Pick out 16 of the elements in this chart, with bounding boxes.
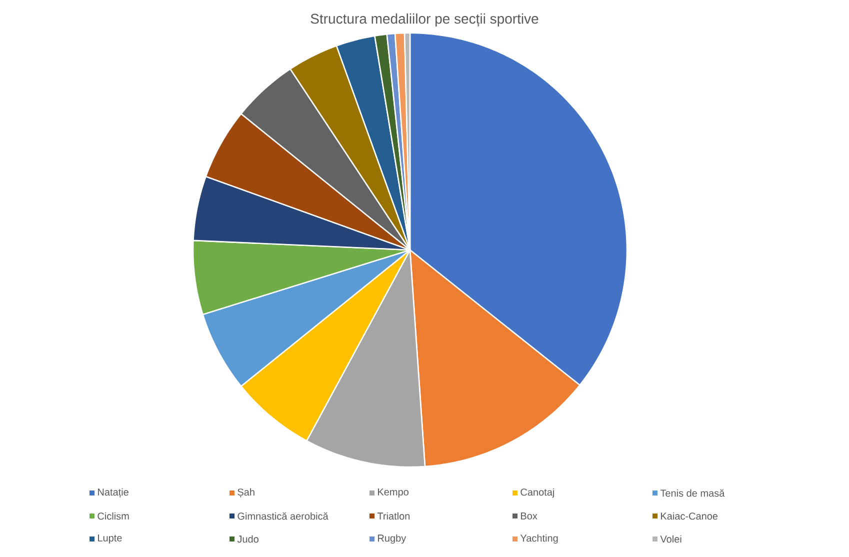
legend-label: Natație <box>98 488 128 498</box>
legend-label: Box <box>521 512 538 520</box>
legend-label: Rugby <box>378 534 406 544</box>
legend-label: Ciclism <box>98 512 129 520</box>
legend-label: Judo <box>237 535 258 543</box>
legend-label: Triatlon <box>377 512 410 520</box>
legend-label: Kaiac-Canoe <box>661 512 718 520</box>
legend-label: Tenis de masă <box>660 489 725 497</box>
legend-label: Șah <box>238 488 254 498</box>
legend-label: Volei <box>660 535 682 543</box>
legend-label: Yachting <box>520 534 558 544</box>
legend-label: Kempo <box>378 488 408 498</box>
legend-label: Lupte <box>98 534 122 544</box>
chart-title: Structura medaliilor pe secții sportive <box>310 13 538 27</box>
legend-label: Gimnastică aerobică <box>238 512 328 520</box>
legend-label: Canotaj <box>520 488 554 498</box>
